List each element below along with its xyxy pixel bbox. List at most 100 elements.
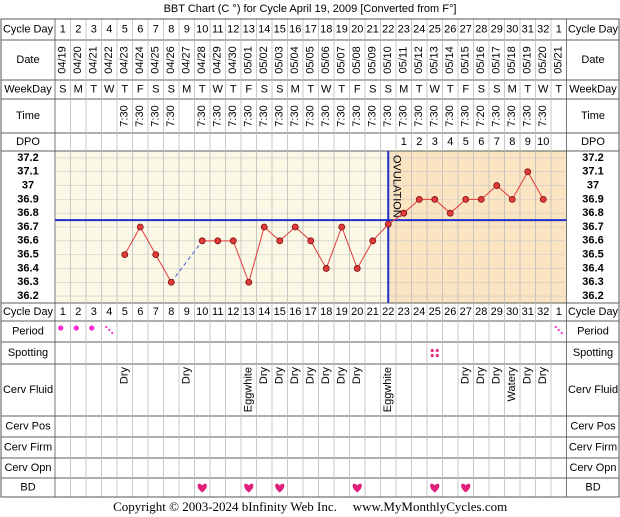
temperature-point xyxy=(167,278,175,286)
bd-heart xyxy=(197,483,207,493)
ovulation-label: OVULATION xyxy=(390,155,402,218)
cycle-day: 19 xyxy=(336,23,348,35)
y-tick-label-right: 36.8 xyxy=(582,207,603,219)
date: 05/07 xyxy=(336,46,348,74)
copyright: Copyright © 2003-2024 bInfinity Web Inc. xyxy=(113,499,337,514)
date: 04/22 xyxy=(103,46,115,74)
time: 7:30 xyxy=(243,105,255,126)
weekday: W xyxy=(538,83,549,95)
cycle-day: 28 xyxy=(475,23,487,35)
row-label-right: Cerv Pos xyxy=(570,420,616,432)
y-tick-label-right: 36.2 xyxy=(582,290,603,302)
row-label-right: Spotting xyxy=(573,347,613,359)
cycle-day: 24 xyxy=(413,306,425,318)
cycle-day: 4 xyxy=(106,306,112,318)
weekday: T xyxy=(555,83,562,95)
cycle-day: 16 xyxy=(289,23,301,35)
temperature-point xyxy=(152,251,160,259)
weekday: M xyxy=(74,83,83,95)
date: 05/08 xyxy=(351,46,363,74)
date: 04/30 xyxy=(227,46,239,74)
row-label: WeekDay xyxy=(4,83,52,95)
cycle-day: 1 xyxy=(60,23,66,35)
time: 7:30 xyxy=(413,105,425,126)
time: 7:30 xyxy=(196,105,208,126)
date: 04/19 xyxy=(57,46,69,74)
temperature-point xyxy=(121,251,129,259)
date: 05/09 xyxy=(367,46,379,74)
period-dot xyxy=(111,331,114,335)
time: 7:30 xyxy=(429,105,441,126)
row-label: Period xyxy=(12,325,44,337)
y-tick-label: 36.3 xyxy=(17,276,38,288)
cycle-day: 10 xyxy=(196,23,208,35)
weekday: T xyxy=(447,83,454,95)
weekday: F xyxy=(137,83,144,95)
cycle-day: 18 xyxy=(320,23,332,35)
cycle-day: 28 xyxy=(475,306,487,318)
time: 7:30 xyxy=(398,105,410,126)
row-label: Cycle Day xyxy=(3,306,54,318)
weekday: S xyxy=(261,83,268,95)
temperature-point xyxy=(307,237,315,245)
dpo: 1 xyxy=(401,136,407,148)
weekday: M xyxy=(399,83,408,95)
row-label: Time xyxy=(16,110,40,122)
cycle-day: 27 xyxy=(460,306,472,318)
chart-title: BBT Chart (C °) for Cycle April 19, 2009… xyxy=(164,3,457,15)
weekday: T xyxy=(199,83,206,95)
date: 05/17 xyxy=(491,46,503,74)
bd-heart xyxy=(461,483,471,493)
temperature-point xyxy=(276,237,284,245)
time: 7:30 xyxy=(444,105,456,126)
time: 7:30 xyxy=(382,105,394,126)
time: 7:30 xyxy=(522,105,534,126)
row-label-right: Cerv Firm xyxy=(569,441,617,453)
bd-heart xyxy=(352,483,362,493)
time: 7:30 xyxy=(460,105,472,126)
period-dot xyxy=(560,331,563,335)
temperature-point xyxy=(353,265,361,272)
cycle-day: 23 xyxy=(398,23,410,35)
period-dot xyxy=(554,325,557,329)
cycle-day: 29 xyxy=(491,306,503,318)
weekday: M xyxy=(508,83,517,95)
temperature-point xyxy=(338,223,346,231)
date: 05/19 xyxy=(522,46,534,74)
row-label-right: Cycle Day xyxy=(568,306,619,318)
cycle-day: 24 xyxy=(413,23,425,35)
cycle-day: 16 xyxy=(289,306,301,318)
gap-bridge xyxy=(170,240,203,283)
cycle-day: 6 xyxy=(137,306,143,318)
date: 05/13 xyxy=(429,46,441,74)
bd-heart xyxy=(275,483,285,493)
cycle-day: 8 xyxy=(168,306,174,318)
cycle-day: 11 xyxy=(212,306,223,318)
cycle-day: 3 xyxy=(91,23,97,35)
date: 04/24 xyxy=(134,46,146,74)
bd-heart xyxy=(430,483,440,493)
y-tick-label-right: 36.6 xyxy=(582,235,603,247)
y-tick-label-right: 36.4 xyxy=(582,262,604,274)
date: 05/03 xyxy=(274,46,286,74)
date: 05/04 xyxy=(289,46,301,74)
cycle-day: 18 xyxy=(320,306,332,318)
cerv-fluid: Dry xyxy=(351,367,363,385)
cycle-day: 7 xyxy=(153,23,159,35)
cycle-day: 21 xyxy=(367,23,379,35)
cycle-day: 30 xyxy=(506,306,518,318)
date: 04/23 xyxy=(119,46,131,74)
temperature-point xyxy=(431,195,439,203)
weekday: S xyxy=(59,83,66,95)
date: 04/28 xyxy=(196,46,208,74)
weekday: T xyxy=(230,83,237,95)
temperature-point xyxy=(136,223,144,231)
spotting-dot xyxy=(430,348,434,353)
row-label: Cerv Fluid xyxy=(3,384,53,396)
cycle-day: 23 xyxy=(398,306,410,318)
temperature-point xyxy=(400,209,408,217)
site-link: www.MyMonthlyCycles.com xyxy=(353,499,507,514)
cycle-day: 13 xyxy=(243,306,255,318)
weekday: S xyxy=(276,83,283,95)
